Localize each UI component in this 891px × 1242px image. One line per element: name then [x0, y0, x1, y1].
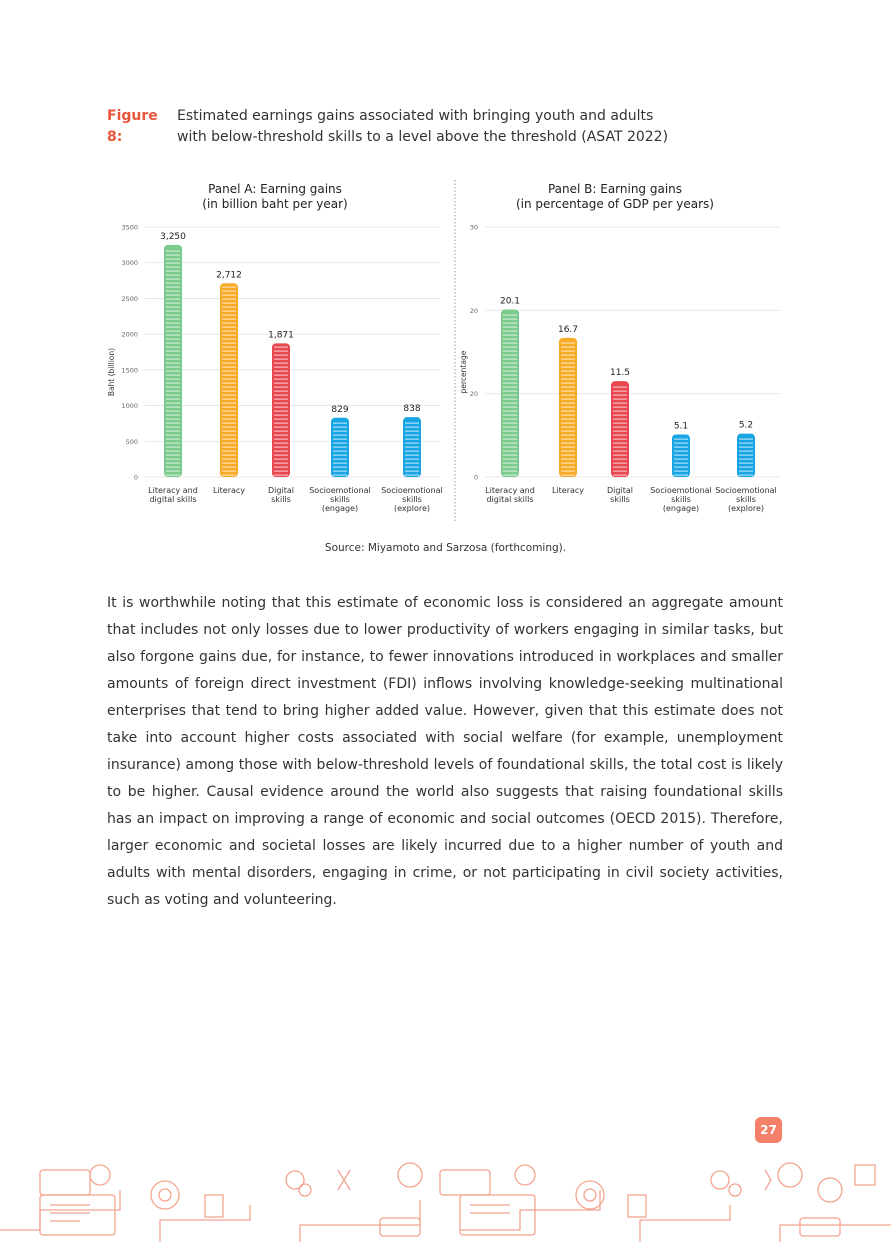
chart-title: Panel A: Earning gains (in billion baht …	[202, 182, 348, 211]
y-tick-label: 1500	[121, 366, 138, 374]
bar-texture	[613, 384, 627, 476]
figure-caption-text: Estimated earnings gains associated with…	[177, 108, 669, 145]
bar-texture	[561, 340, 575, 476]
y-axis-label: percentage	[459, 350, 468, 393]
page-number: 27	[755, 1117, 782, 1143]
value-label: 20.1	[500, 297, 520, 307]
body-paragraph: It is worthwhile noting that this estima…	[107, 595, 783, 908]
bar-texture	[405, 420, 419, 476]
bar-texture	[274, 346, 288, 476]
figure-caption: Figure 8: Estimated earnings gains assoc…	[107, 106, 677, 148]
y-tick-label: 30	[470, 224, 478, 232]
x-tick-label: Literacy and digital skills	[148, 486, 198, 504]
figure-label: Figure 8:	[107, 108, 158, 145]
bar-texture	[333, 420, 347, 476]
x-tick-label: Socioemotional skills (explore)	[381, 486, 443, 513]
y-tick-label: 1000	[121, 402, 138, 410]
y-tick-label: 2500	[121, 295, 138, 303]
x-tick-label: Digital skills	[268, 486, 294, 504]
charts: Baht (billion) 0 500 1000 1500 2000 2500 3000 35…	[107, 180, 780, 522]
y-tick-label: 0	[474, 474, 478, 482]
value-label: 1,871	[268, 330, 294, 340]
y-tick-label: 500	[126, 438, 138, 446]
x-tick-label: Literacy and digital skills	[485, 486, 535, 504]
x-tick-label: Socioemotional skills (engage)	[309, 486, 371, 513]
y-tick-label: 20	[470, 390, 478, 398]
footer-decoration	[0, 1162, 891, 1242]
y-tick-label: 3500	[121, 224, 138, 232]
y-tick-label: 3000	[121, 259, 138, 267]
source-note: Source: Miyamoto and Sarzosa (forthcomin…	[324, 542, 567, 554]
y-axis-label: Baht (billion)	[107, 348, 116, 396]
value-label: 2,712	[216, 270, 242, 280]
x-tick-label: Socioemotional skills (engage)	[650, 486, 712, 513]
bar-texture	[674, 437, 688, 476]
chart-title: Panel B: Earning gains (in percentage of…	[516, 182, 714, 211]
value-label: 829	[331, 405, 348, 415]
value-label: 5.2	[739, 421, 753, 431]
y-tick-label: 20	[470, 307, 478, 315]
y-tick-label: 0	[134, 474, 138, 482]
value-label: 838	[403, 404, 420, 414]
y-tick-label: 2000	[121, 331, 138, 339]
bar-texture	[503, 312, 517, 476]
bar-texture	[222, 286, 236, 476]
bar-texture	[166, 247, 180, 476]
x-tick-label: Socioemotional skills (explore)	[715, 486, 777, 513]
x-tick-label: Digital skills	[607, 486, 633, 504]
value-label: 3,250	[160, 232, 186, 242]
x-tick-label: Literacy	[212, 486, 246, 495]
value-label: 11.5	[610, 368, 630, 378]
value-label: 5.1	[674, 422, 688, 432]
x-tick-label: Literacy	[551, 486, 585, 495]
bar-texture	[739, 436, 753, 476]
value-label: 16.7	[558, 325, 578, 335]
